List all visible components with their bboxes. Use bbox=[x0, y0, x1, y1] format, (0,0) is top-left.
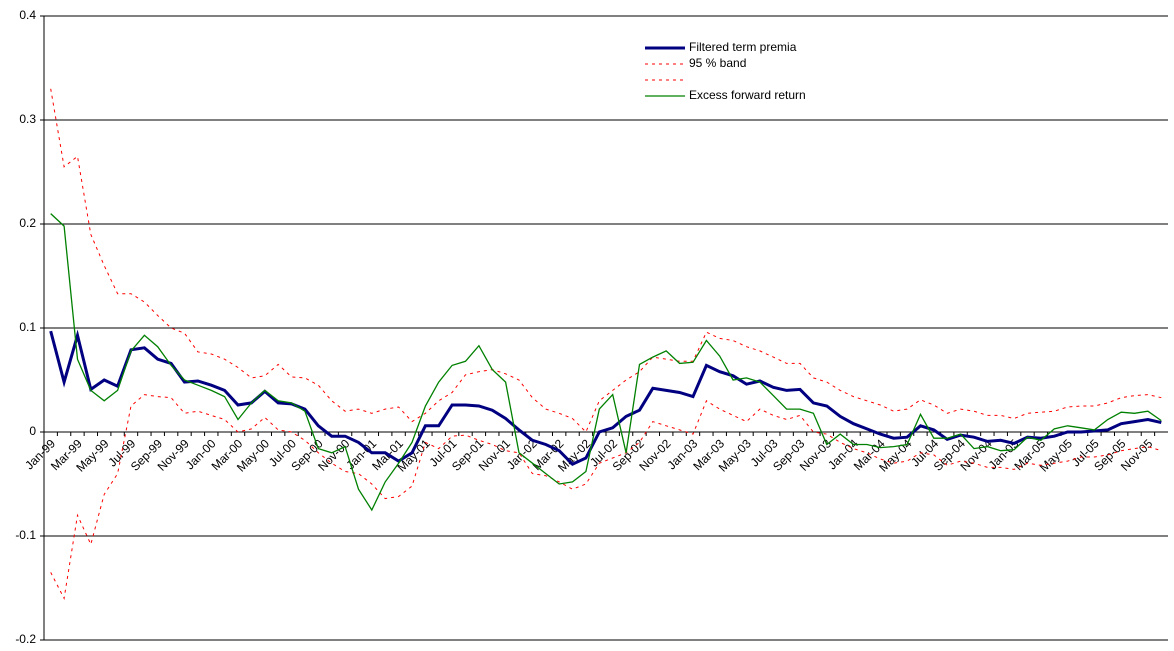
y-tick-label: 0.2 bbox=[19, 216, 36, 230]
legend-label: 95 % band bbox=[689, 56, 746, 70]
series-line bbox=[50, 213, 1162, 512]
series-line bbox=[50, 394, 1162, 600]
y-tick-label: 0.3 bbox=[19, 112, 36, 126]
legend-label: Excess forward return bbox=[689, 88, 806, 102]
y-tick-label: 0 bbox=[29, 424, 36, 438]
series-line bbox=[49, 329, 1162, 467]
y-tick-label: -0.1 bbox=[15, 528, 36, 542]
y-tick-label: 0.1 bbox=[19, 320, 36, 334]
y-tick-label: 0.4 bbox=[19, 8, 36, 22]
legend-label: Filtered term premia bbox=[689, 40, 797, 54]
series-line bbox=[50, 88, 1162, 433]
y-tick-label: -0.2 bbox=[15, 632, 36, 646]
